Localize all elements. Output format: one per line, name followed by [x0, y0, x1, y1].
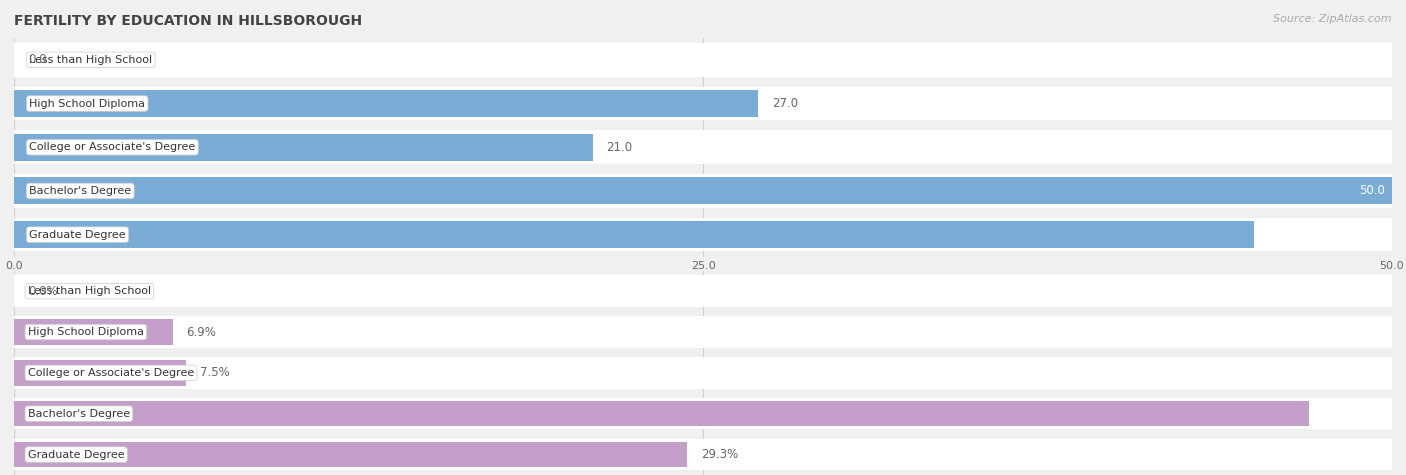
Text: 45.0: 45.0 — [1360, 228, 1385, 241]
Text: Bachelor's Degree: Bachelor's Degree — [28, 408, 129, 419]
Bar — [14, 90, 758, 117]
Text: High School Diploma: High School Diploma — [28, 327, 143, 337]
Bar — [14, 442, 688, 467]
Text: 29.3%: 29.3% — [700, 448, 738, 461]
Text: Bachelor's Degree: Bachelor's Degree — [30, 186, 131, 196]
Text: 27.0: 27.0 — [772, 97, 799, 110]
Bar — [14, 174, 1392, 208]
Bar — [14, 131, 1392, 164]
Text: Less than High School: Less than High School — [30, 55, 152, 65]
Bar — [14, 276, 1392, 307]
Bar — [14, 401, 1309, 427]
Text: 7.5%: 7.5% — [200, 366, 229, 380]
Bar — [14, 360, 186, 386]
Text: 56.4%: 56.4% — [1348, 407, 1385, 420]
Text: Graduate Degree: Graduate Degree — [28, 449, 125, 460]
Bar — [14, 357, 1392, 389]
Bar — [14, 221, 1254, 248]
Text: 0.0: 0.0 — [28, 53, 46, 67]
Bar — [14, 43, 1392, 76]
Bar — [14, 87, 1392, 120]
Text: Graduate Degree: Graduate Degree — [30, 229, 127, 240]
Text: 21.0: 21.0 — [606, 141, 633, 154]
Text: 0.0%: 0.0% — [28, 285, 58, 298]
Bar — [14, 439, 1392, 470]
Bar — [14, 218, 1392, 251]
Text: High School Diploma: High School Diploma — [30, 98, 145, 109]
Text: Source: ZipAtlas.com: Source: ZipAtlas.com — [1274, 14, 1392, 24]
Text: College or Associate's Degree: College or Associate's Degree — [30, 142, 195, 152]
Bar — [14, 319, 173, 345]
Text: FERTILITY BY EDUCATION IN HILLSBOROUGH: FERTILITY BY EDUCATION IN HILLSBOROUGH — [14, 14, 363, 28]
Bar — [14, 133, 593, 161]
Text: 6.9%: 6.9% — [186, 325, 217, 339]
Text: College or Associate's Degree: College or Associate's Degree — [28, 368, 194, 378]
Text: 50.0: 50.0 — [1360, 184, 1385, 198]
Bar — [14, 316, 1392, 348]
Bar — [14, 177, 1392, 205]
Bar — [14, 398, 1392, 429]
Text: Less than High School: Less than High School — [28, 286, 150, 296]
